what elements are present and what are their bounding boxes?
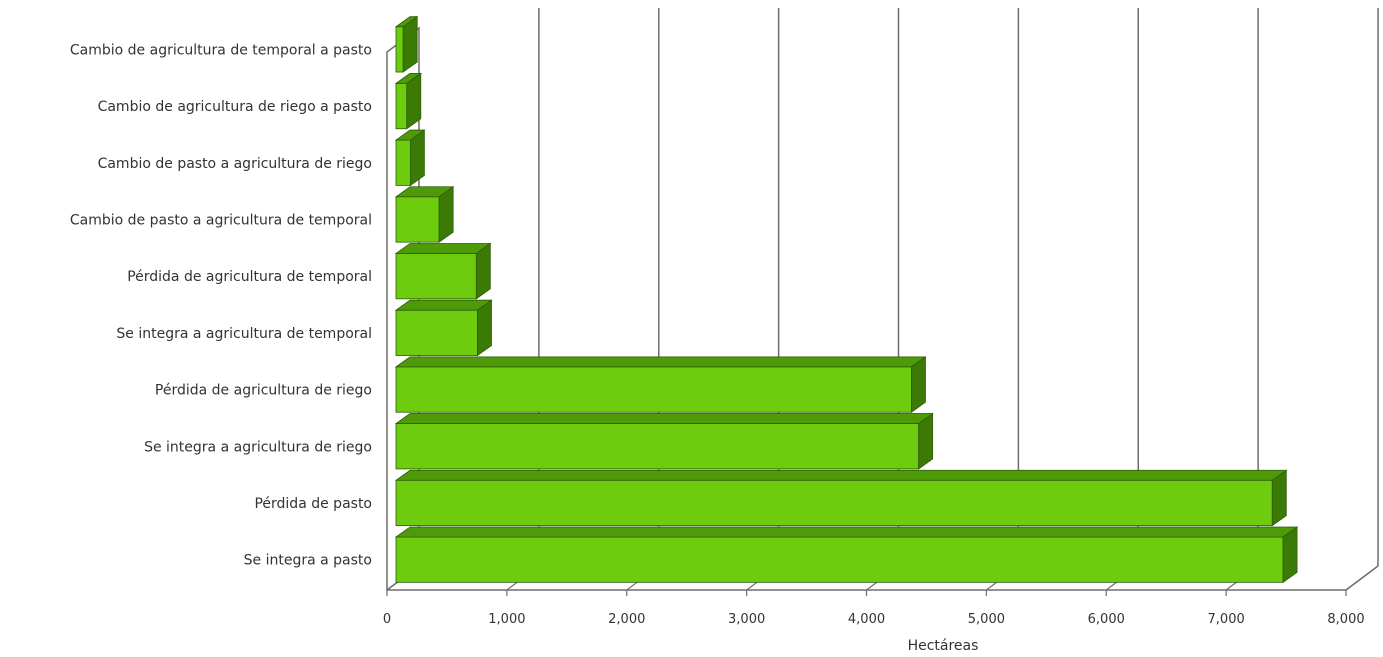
- bar: [394, 129, 426, 187]
- x-tick-label: 1,000: [488, 612, 525, 627]
- bar: [394, 469, 1288, 527]
- bar-top: [394, 243, 492, 254]
- bar: [394, 526, 1299, 584]
- bar-front: [395, 479, 1273, 527]
- bar-side: [438, 185, 454, 243]
- bar-side: [406, 72, 422, 130]
- x-tick-label: 5,000: [968, 612, 1005, 627]
- category-label: Se integra a pasto: [244, 553, 372, 569]
- bar-front: [395, 366, 912, 413]
- category-label: Pérdida de agricultura de temporal: [127, 269, 372, 285]
- bar-top: [394, 356, 927, 368]
- bar: [394, 299, 493, 357]
- x-tick-label: 6,000: [1088, 612, 1125, 627]
- bar-side: [1282, 526, 1298, 584]
- category-label: Cambio de pasto a agricultura de tempora…: [70, 212, 372, 228]
- bar: [394, 185, 455, 243]
- bar-side: [475, 242, 491, 300]
- x-tick-label: 7,000: [1208, 612, 1245, 627]
- category-label: Cambio de agricultura de temporal a past…: [70, 42, 372, 58]
- bar-top: [394, 526, 1299, 538]
- bar-front: [395, 309, 478, 356]
- bar-side: [402, 15, 418, 73]
- x-tick-label: 3,000: [728, 612, 765, 627]
- bar: [394, 412, 934, 470]
- bar-front: [395, 139, 411, 186]
- bar-front: [395, 253, 477, 300]
- bar-side: [1271, 469, 1287, 527]
- bar-side: [409, 129, 425, 187]
- category-labels: Cambio de agricultura de temporal a past…: [70, 42, 372, 568]
- bar-front: [395, 423, 920, 470]
- x-tick-labels: 0 1,000 2,000 3,000 4,000 5,000 6,000 7,000 8,00…: [383, 612, 1365, 627]
- bar-top: [394, 299, 493, 311]
- category-label: Pérdida de pasto: [254, 496, 372, 512]
- floor-tick: [1345, 565, 1379, 591]
- bar-side: [911, 356, 926, 414]
- x-tick-label: 8,000: [1327, 612, 1364, 627]
- bar-side: [918, 412, 934, 470]
- bar-front: [395, 196, 440, 243]
- category-label: Se integra a agricultura de riego: [144, 439, 372, 455]
- bar-side: [477, 299, 492, 357]
- x-axis-title: Hectáreas: [908, 638, 979, 654]
- bar-top: [394, 469, 1288, 481]
- bar: [394, 356, 927, 414]
- category-label: Cambio de pasto a agricultura de riego: [98, 156, 372, 172]
- bar: [394, 72, 423, 130]
- bars: [394, 15, 1299, 584]
- bar: [394, 242, 492, 300]
- x-tick-label: 0: [383, 612, 391, 627]
- category-label: Se integra a agricultura de temporal: [116, 326, 372, 342]
- bar-front: [395, 82, 408, 130]
- x-tick-label: 4,000: [848, 612, 885, 627]
- category-label: Cambio de agricultura de riego a pasto: [98, 99, 372, 115]
- category-label: Pérdida de agricultura de riego: [155, 383, 372, 399]
- bar-front: [395, 536, 1284, 583]
- bar-front: [395, 26, 404, 73]
- bar: [394, 15, 419, 73]
- bar-top: [394, 413, 934, 424]
- x-tick-label: 2,000: [608, 612, 645, 627]
